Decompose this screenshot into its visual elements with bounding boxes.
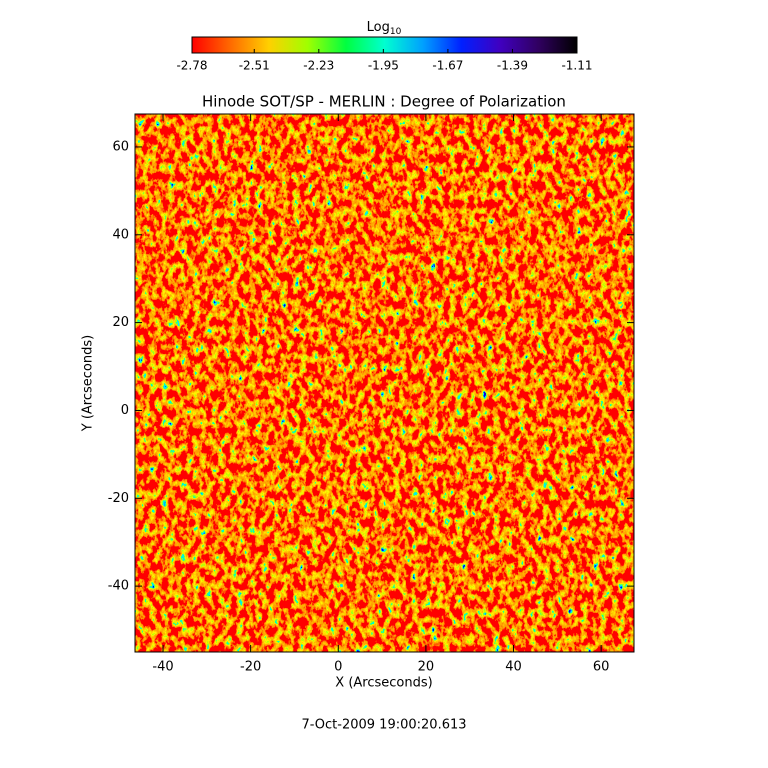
y-tick-label: -40 <box>108 579 129 594</box>
chart-title: Hinode SOT/SP - MERLIN : Degree of Polar… <box>202 93 566 111</box>
colorbar <box>191 36 578 54</box>
y-axis-label: Y (Arcseconds) <box>81 335 96 432</box>
colorbar-title: Log10 <box>367 20 402 37</box>
colorbar-tick-label: -2.78 <box>176 59 207 73</box>
y-tick-label: -20 <box>108 491 129 506</box>
y-tick-label: 0 <box>121 403 129 418</box>
y-tick-label: 20 <box>112 315 129 330</box>
x-tick-label: -20 <box>240 660 261 675</box>
x-axis-label: X (Arcseconds) <box>335 676 432 691</box>
colorbar-tick-label: -1.67 <box>432 59 463 73</box>
colorbar-tick-label: -1.95 <box>368 59 399 73</box>
image-field <box>135 114 634 652</box>
x-tick-label: 60 <box>593 660 610 675</box>
plot-frame <box>134 113 635 653</box>
x-tick-label: 40 <box>505 660 522 675</box>
y-tick-label: 60 <box>112 139 129 154</box>
colorbar-tick-label: -2.23 <box>303 59 334 73</box>
polarization-map <box>135 114 634 652</box>
footer-timestamp: 7-Oct-2009 19:00:20.613 <box>301 718 466 733</box>
y-tick-label: 40 <box>112 227 129 242</box>
colorbar-tick-label: -1.11 <box>561 59 592 73</box>
colorbar-tick-label: -1.39 <box>497 59 528 73</box>
colorbar-tick-label: -2.51 <box>239 59 270 73</box>
x-tick-label: -40 <box>152 660 173 675</box>
x-tick-label: 20 <box>418 660 435 675</box>
x-tick-label: 0 <box>334 660 342 675</box>
